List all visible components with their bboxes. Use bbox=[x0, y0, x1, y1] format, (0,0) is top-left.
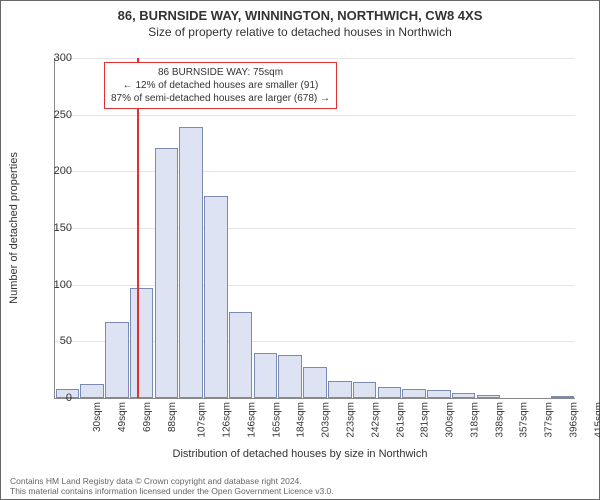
histogram-bar bbox=[204, 196, 228, 398]
histogram-bar bbox=[402, 389, 426, 398]
x-tick-label: 377sqm bbox=[544, 402, 555, 438]
footer-line1: Contains HM Land Registry data © Crown c… bbox=[10, 476, 590, 486]
x-tick-label: 300sqm bbox=[445, 402, 456, 438]
plot-area bbox=[54, 58, 575, 399]
histogram-bar bbox=[551, 396, 575, 398]
histogram-bar bbox=[452, 393, 476, 398]
annotation-line: 87% of semi-detached houses are larger (… bbox=[111, 92, 330, 105]
x-tick-label: 281sqm bbox=[420, 402, 431, 438]
x-tick-label: 203sqm bbox=[321, 402, 332, 438]
histogram-bar bbox=[353, 382, 377, 398]
histogram-bar bbox=[179, 127, 203, 398]
x-tick-label: 126sqm bbox=[222, 402, 233, 438]
histogram-bar bbox=[378, 387, 402, 398]
histogram-bar bbox=[278, 355, 302, 398]
histogram-bar bbox=[254, 353, 278, 398]
annotation-line: ← 12% of detached houses are smaller (91… bbox=[111, 79, 330, 92]
chart-title-main: 86, BURNSIDE WAY, WINNINGTON, NORTHWICH,… bbox=[0, 0, 600, 23]
grid-line bbox=[55, 228, 575, 229]
y-axis-title: Number of detached properties bbox=[8, 152, 20, 304]
x-tick-label: 338sqm bbox=[494, 402, 505, 438]
marker-line bbox=[137, 58, 139, 398]
annotation-line: 86 BURNSIDE WAY: 75sqm bbox=[111, 66, 330, 79]
x-tick-label: 396sqm bbox=[568, 402, 579, 438]
grid-line bbox=[55, 285, 575, 286]
grid-line bbox=[55, 115, 575, 116]
histogram-bar bbox=[477, 395, 501, 398]
x-tick-label: 184sqm bbox=[296, 402, 307, 438]
x-tick-label: 49sqm bbox=[117, 402, 128, 432]
histogram-bar bbox=[427, 390, 451, 398]
y-tick-label: 100 bbox=[32, 279, 72, 291]
chart-title-sub: Size of property relative to detached ho… bbox=[0, 23, 600, 39]
x-tick-label: 165sqm bbox=[271, 402, 282, 438]
x-tick-label: 88sqm bbox=[167, 402, 178, 432]
x-tick-label: 30sqm bbox=[92, 402, 103, 432]
histogram-bar bbox=[328, 381, 352, 398]
y-tick-label: 0 bbox=[32, 392, 72, 404]
annotation-box: 86 BURNSIDE WAY: 75sqm← 12% of detached … bbox=[104, 62, 337, 109]
x-tick-label: 107sqm bbox=[197, 402, 208, 438]
y-tick-label: 200 bbox=[32, 165, 72, 177]
histogram-bar bbox=[229, 312, 253, 398]
y-tick-label: 250 bbox=[32, 109, 72, 121]
histogram-bar bbox=[105, 322, 129, 398]
x-tick-label: 357sqm bbox=[519, 402, 530, 438]
x-axis-title: Distribution of detached houses by size … bbox=[0, 448, 600, 460]
x-tick-label: 69sqm bbox=[142, 402, 153, 432]
y-tick-label: 300 bbox=[32, 52, 72, 64]
x-tick-label: 223sqm bbox=[346, 402, 357, 438]
x-tick-label: 318sqm bbox=[469, 402, 480, 438]
x-tick-label: 146sqm bbox=[247, 402, 258, 438]
y-tick-label: 50 bbox=[32, 335, 72, 347]
x-tick-label: 415sqm bbox=[593, 402, 600, 438]
histogram-bar bbox=[155, 148, 179, 398]
x-tick-label: 242sqm bbox=[370, 402, 381, 438]
y-tick-label: 150 bbox=[32, 222, 72, 234]
histogram-bar bbox=[303, 367, 327, 398]
footer-attribution: Contains HM Land Registry data © Crown c… bbox=[10, 476, 590, 496]
grid-line bbox=[55, 171, 575, 172]
histogram-bar bbox=[130, 288, 154, 398]
histogram-bar bbox=[80, 384, 104, 398]
footer-line2: This material contains information licen… bbox=[10, 486, 590, 496]
x-tick-label: 261sqm bbox=[395, 402, 406, 438]
grid-line bbox=[55, 58, 575, 59]
chart-container: 86, BURNSIDE WAY, WINNINGTON, NORTHWICH,… bbox=[0, 0, 600, 500]
